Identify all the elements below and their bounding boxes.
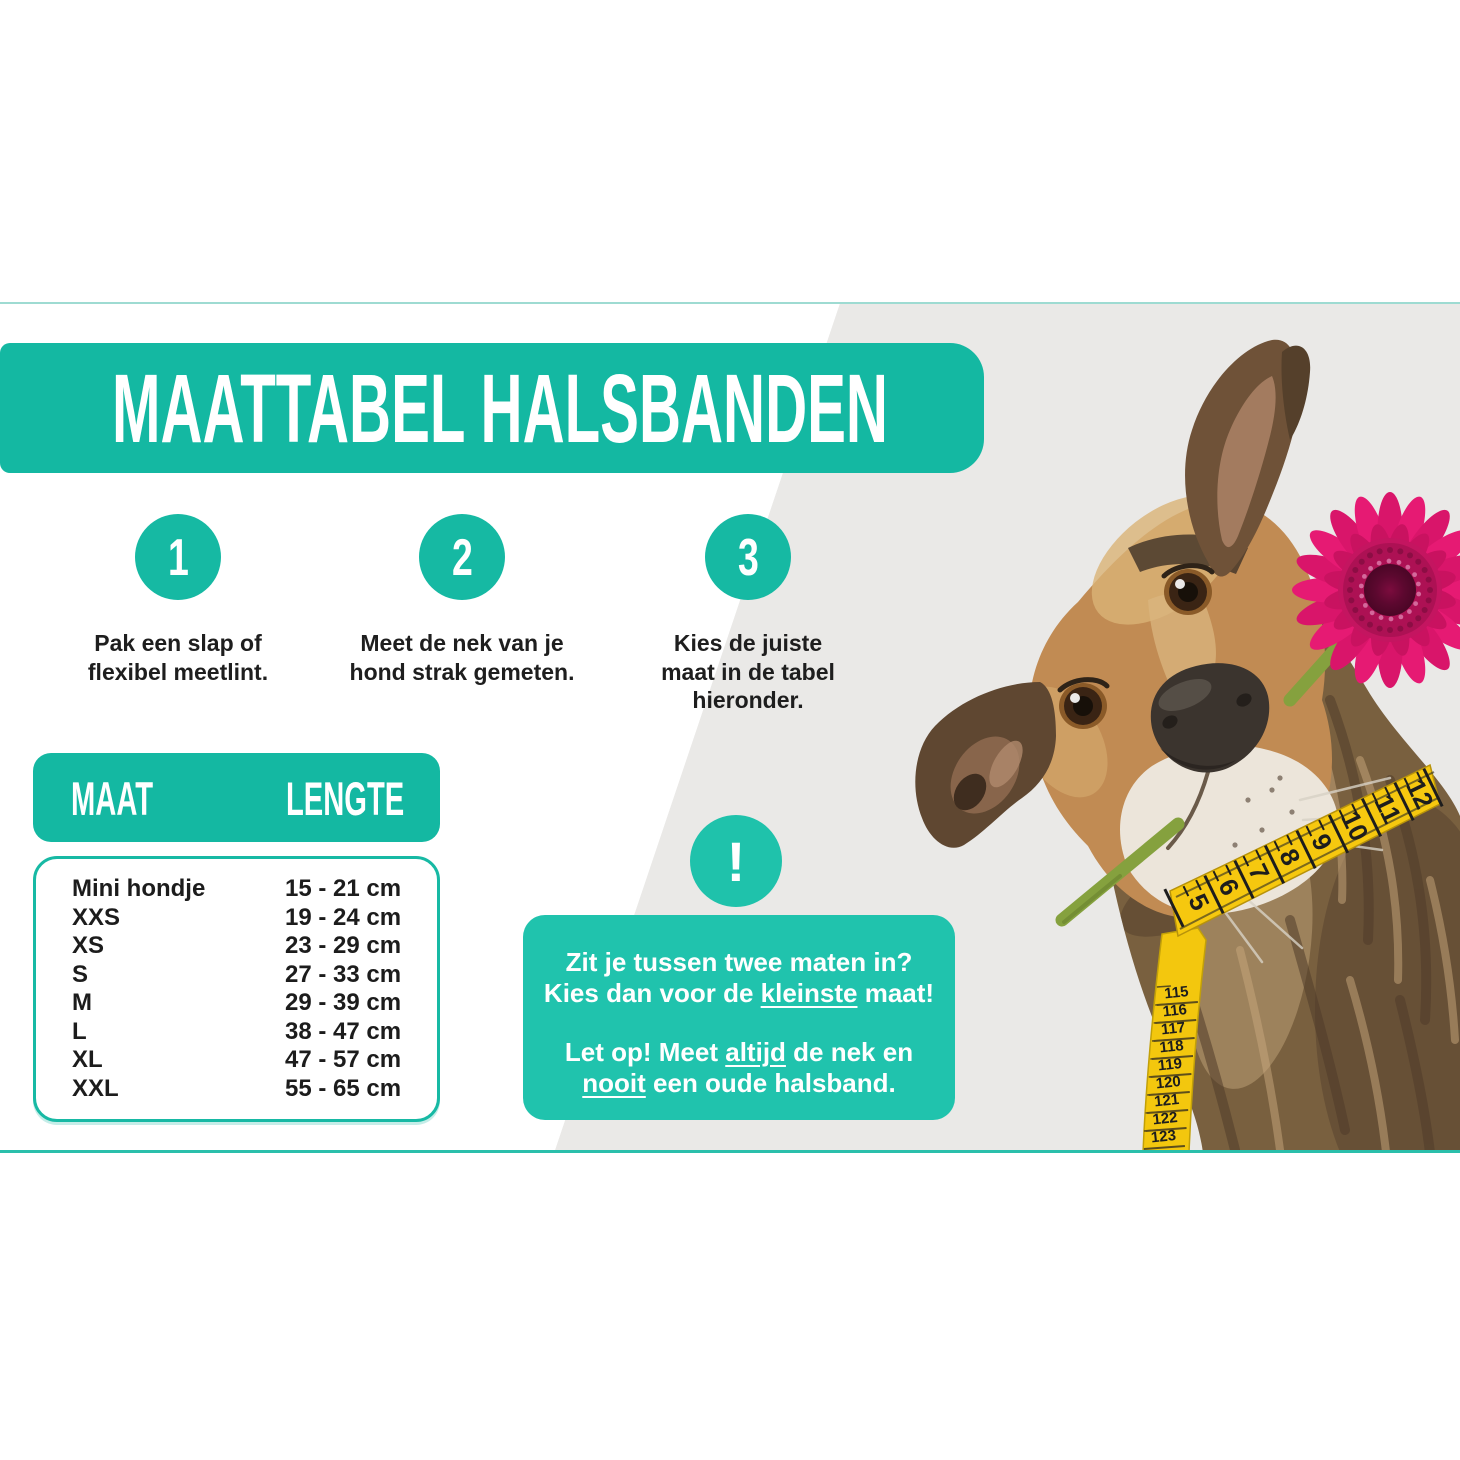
dog-nose	[1150, 663, 1270, 773]
table-row: L 38 - 47 cm	[72, 1018, 437, 1047]
step: 2 Meet de nek van je hond strak gemeten.	[312, 514, 612, 686]
column-header-lengte: LENGTE	[286, 772, 405, 825]
title-banner: MAATTABEL HALSBANDEN	[0, 343, 984, 473]
size-range: 55 - 65 cm	[285, 1074, 402, 1102]
flower	[1292, 492, 1460, 688]
svg-text:119: 119	[1157, 1055, 1183, 1074]
page-title: MAATTABEL HALSBANDEN	[112, 354, 888, 463]
table-row: XL 47 - 57 cm	[72, 1046, 437, 1075]
size-table-header: MAAT LENGTE	[33, 753, 440, 842]
step-number-badge: 2	[419, 514, 505, 600]
size-label: S	[72, 960, 89, 988]
size-label: XS	[72, 932, 105, 959]
svg-text:118: 118	[1159, 1037, 1185, 1056]
table-row: M 29 - 39 cm	[72, 989, 437, 1018]
step-number-badge: 3	[705, 514, 791, 600]
step: 1 Pak een slap of flexibel meetlint.	[28, 514, 328, 686]
step: 3 Kies de juiste maat in de tabel hieronder…	[598, 514, 898, 715]
table-row: XS 23 - 29 cm	[72, 932, 437, 961]
size-range: 47 - 57 cm	[285, 1046, 402, 1073]
svg-text:117: 117	[1160, 1019, 1186, 1038]
warning-text-line: Zit je tussen twee maten in?	[565, 947, 913, 977]
size-label: XXS	[72, 903, 121, 931]
size-label: XXL	[72, 1074, 119, 1102]
size-range: 23 - 29 cm	[285, 932, 402, 959]
column-header-maat: MAAT	[71, 772, 154, 825]
size-range: 29 - 39 cm	[285, 989, 402, 1016]
size-label: M	[72, 989, 92, 1016]
step-text: Kies de juiste maat in de tabel hieronder.	[661, 630, 835, 713]
warning-text-line: nooit een oude halsband.	[582, 1068, 896, 1098]
dog-ear-floppy	[915, 682, 1056, 848]
step-text: Pak een slap of flexibel meetlint.	[87, 630, 269, 685]
size-label: L	[72, 1017, 87, 1045]
band-bottom-border	[0, 1150, 1460, 1153]
table-row: S 27 - 33 cm	[72, 961, 437, 990]
svg-text:120: 120	[1155, 1073, 1182, 1093]
size-range: 27 - 33 cm	[285, 960, 402, 988]
table-row: Mini hondje 15 - 21 cm	[72, 875, 437, 904]
svg-text:122: 122	[1152, 1109, 1179, 1129]
size-label: Mini hondje	[72, 875, 206, 902]
svg-text:123: 123	[1150, 1127, 1177, 1147]
warning-icon: !	[690, 815, 782, 907]
table-row: XXL 55 - 65 cm	[72, 1075, 437, 1104]
svg-text:121: 121	[1153, 1091, 1180, 1111]
step-text: Meet de nek van je hond strak gemeten.	[349, 630, 575, 685]
size-range: 15 - 21 cm	[285, 875, 402, 902]
step-number-badge: 1	[135, 514, 221, 600]
warning-box: Zit je tussen twee maten in? Kies dan voo…	[523, 915, 955, 1120]
table-row: XXS 19 - 24 cm	[72, 904, 437, 933]
size-table: Mini hondje 15 - 21 cm XXS 19 - 24 cm XS 23 -…	[33, 856, 440, 1122]
svg-text:116: 116	[1162, 1001, 1188, 1020]
band-top-border	[0, 302, 1460, 304]
warning-text-line: Let op! Meet altijd de nek en	[564, 1037, 914, 1067]
dog-eye-left	[1057, 677, 1110, 729]
warning-text-line: Kies dan voor de kleinste maat!	[543, 978, 935, 1008]
dog-eye-right	[1161, 563, 1215, 615]
size-range: 19 - 24 cm	[285, 903, 402, 931]
size-label: XL	[72, 1046, 103, 1073]
dog-head	[915, 339, 1400, 964]
svg-text:115: 115	[1163, 983, 1189, 1002]
size-range: 38 - 47 cm	[285, 1017, 402, 1045]
dog-ear-upright	[1185, 339, 1311, 577]
